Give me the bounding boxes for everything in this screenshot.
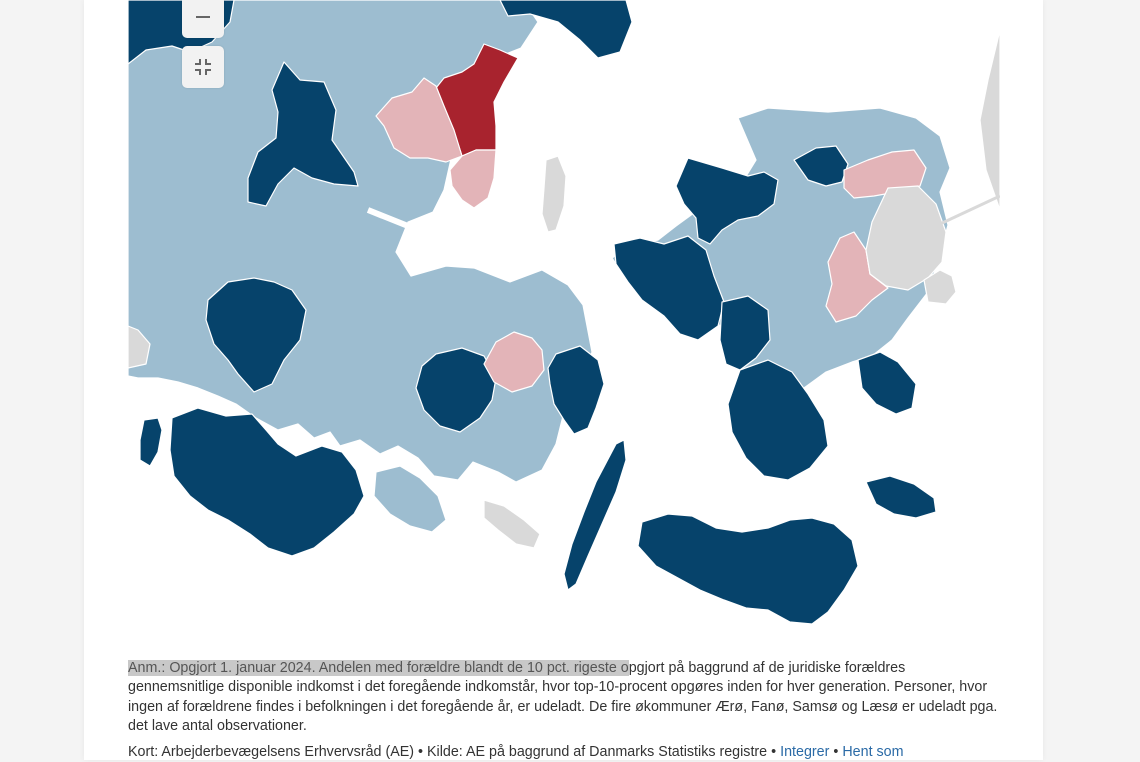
region-south-islands-light[interactable] xyxy=(373,465,447,533)
region-top-mid-dark[interactable] xyxy=(499,0,633,59)
region-zealand-se-dark[interactable] xyxy=(727,359,829,481)
source-text: Kort: Arbejderbevægelsens Erhvervsråd (A… xyxy=(128,744,777,760)
embed-link[interactable]: Integrer xyxy=(780,744,830,760)
region-islet-grey-2[interactable] xyxy=(541,155,567,233)
source-line: Kort: Arbejderbevægelsens Erhvervsråd (A… xyxy=(128,743,1008,762)
map-canvas[interactable] xyxy=(128,0,1000,630)
map-note: Anm.: Opgjort 1. januar 2024. Andelen me… xyxy=(128,659,998,737)
region-pink-west[interactable] xyxy=(375,77,463,163)
bridge-line xyxy=(939,194,1000,226)
region-pink-south[interactable] xyxy=(449,149,497,209)
map-card: Anm.: Opgjort 1. januar 2024. Andelen me… xyxy=(84,0,1043,760)
region-copenhagen-grey[interactable] xyxy=(865,185,947,291)
region-west-grey[interactable] xyxy=(128,325,151,369)
download-link[interactable]: Hent som xyxy=(842,744,904,760)
region-zealand-mid-dark[interactable] xyxy=(719,295,771,371)
note-highlighted: Anm.: Opgjort 1. januar 2024. Andelen me… xyxy=(128,660,629,676)
region-zealand-west-dark[interactable] xyxy=(613,235,725,341)
region-funen-east-dark[interactable] xyxy=(547,345,605,435)
region-islet-grey-1[interactable] xyxy=(483,499,541,549)
choropleth-map[interactable] xyxy=(128,0,1000,630)
region-west-islet-dark[interactable] xyxy=(139,417,163,467)
region-west-dark[interactable] xyxy=(205,277,307,393)
region-cross-dark[interactable] xyxy=(247,61,359,207)
exit-fullscreen-icon xyxy=(195,59,211,75)
region-stevns-dark[interactable] xyxy=(857,351,917,415)
zoom-out-button[interactable] xyxy=(182,0,224,38)
minus-icon xyxy=(196,16,210,18)
region-funen-west-dark[interactable] xyxy=(415,347,497,433)
fullscreen-button[interactable] xyxy=(182,46,224,88)
water-channel-2 xyxy=(599,297,720,422)
region-sw-dark[interactable] xyxy=(169,407,365,557)
region-ne-pink[interactable] xyxy=(843,149,927,199)
region-langeland-dark[interactable] xyxy=(563,439,627,591)
region-mon-dark[interactable] xyxy=(865,475,937,519)
region-bornholm-edge-grey[interactable] xyxy=(979,29,1000,211)
region-east-pink[interactable] xyxy=(825,231,889,323)
region-pink-central[interactable] xyxy=(483,331,545,393)
region-lolland-dark[interactable] xyxy=(637,513,859,625)
water-channel xyxy=(366,207,609,273)
region-saltholm-grey[interactable] xyxy=(923,269,957,305)
region-zealand-north-dark[interactable] xyxy=(675,157,779,245)
source-separator: • xyxy=(833,744,839,760)
note-text: pgjort på baggrund af de juridiske foræl… xyxy=(128,660,998,735)
